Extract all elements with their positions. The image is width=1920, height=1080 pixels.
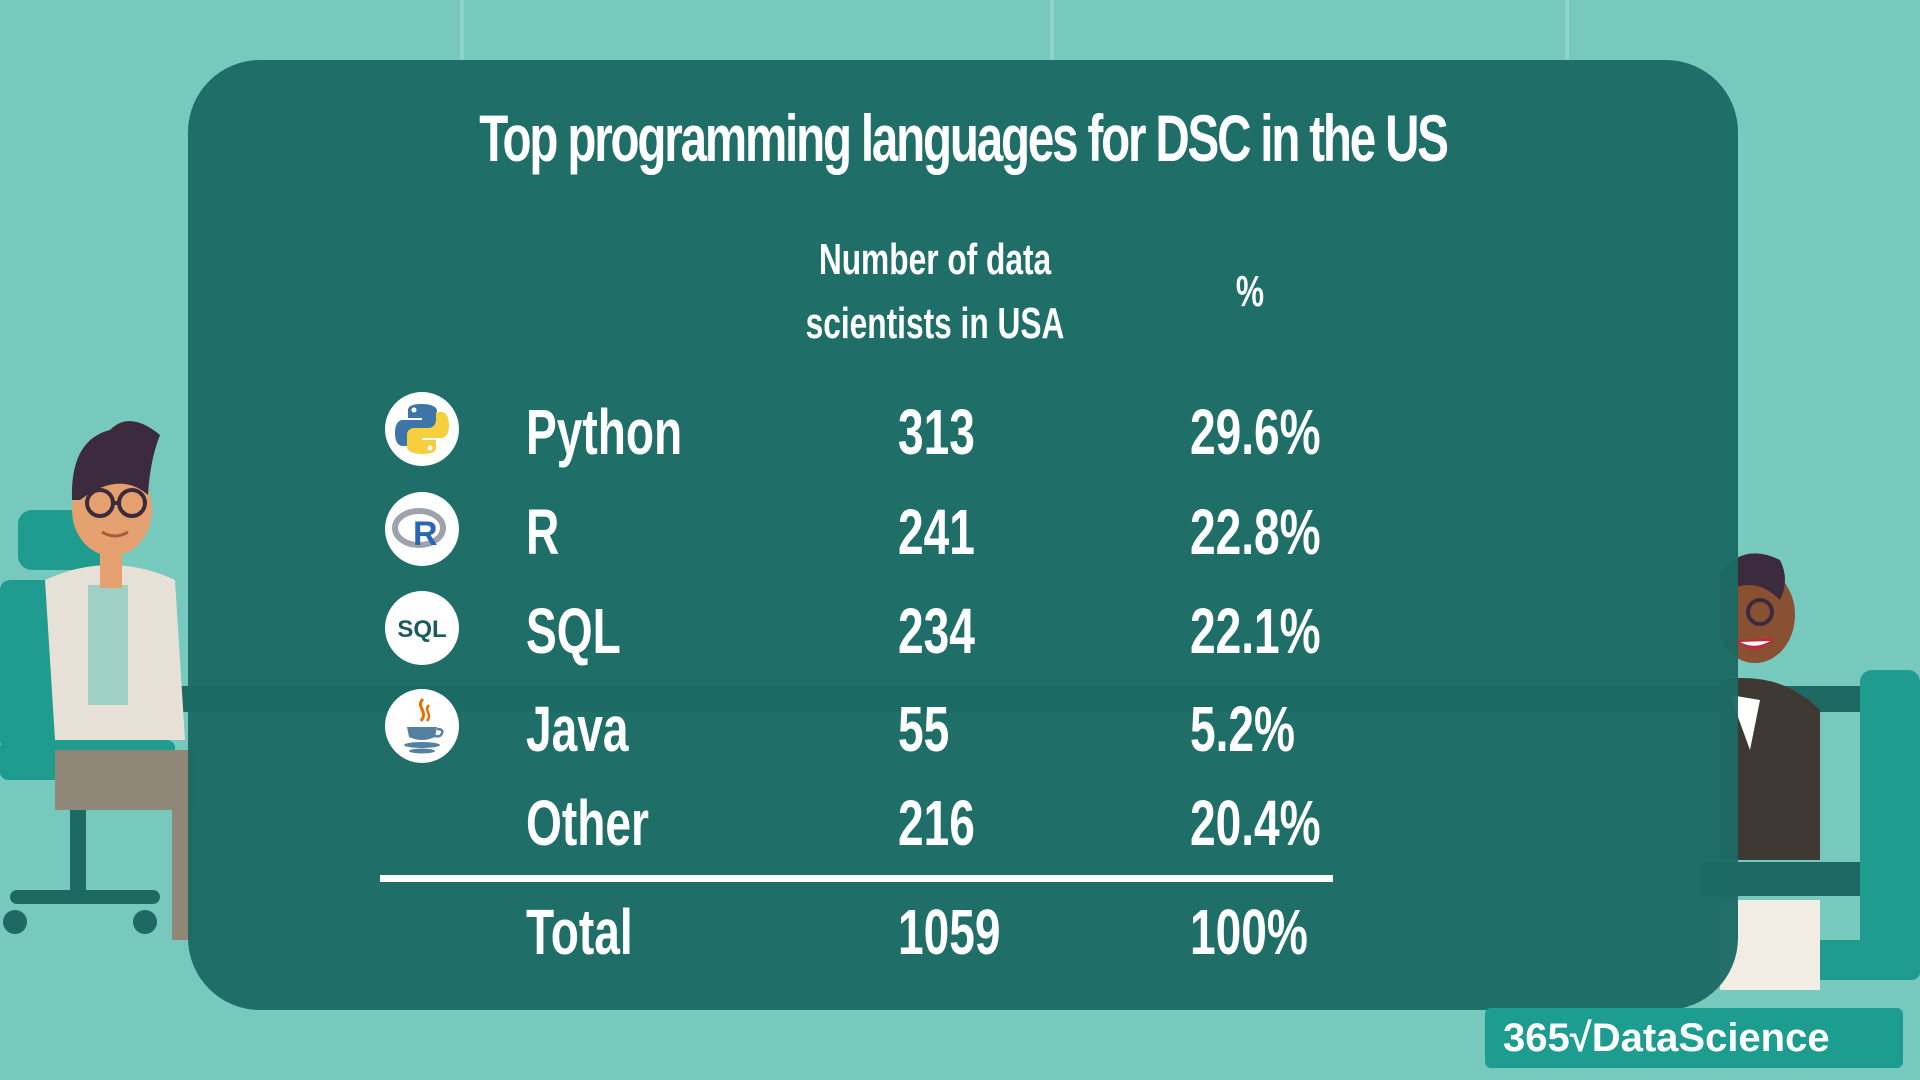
language-name: Java	[526, 693, 629, 765]
background-pillar	[1565, 0, 1569, 60]
total-divider	[380, 875, 1333, 882]
language-name: Other	[526, 787, 649, 859]
python-icon	[385, 392, 459, 466]
percent-value: 22.8%	[1190, 496, 1321, 568]
background-pillar	[460, 0, 464, 60]
language-name: SQL	[526, 595, 621, 667]
count-value: 241	[898, 496, 975, 568]
count-value: 234	[898, 595, 975, 667]
percent-value: 20.4%	[1190, 787, 1321, 859]
column-header-count: Number of data scientists in USA	[795, 228, 1076, 356]
woman-character-illustration	[1720, 553, 1920, 990]
count-value: 216	[898, 787, 975, 859]
percent-value: 5.2%	[1190, 693, 1296, 765]
total-percent: 100%	[1190, 896, 1308, 968]
svg-text:SQL: SQL	[397, 616, 446, 643]
svg-text:R: R	[413, 515, 438, 553]
percent-value: 22.1%	[1190, 595, 1321, 667]
language-name: Python	[526, 396, 683, 468]
page-title: Top programming languages for DSC in the…	[479, 101, 1449, 175]
language-name: R	[526, 496, 560, 568]
background-pillar	[1050, 0, 1054, 60]
percent-value: 29.6%	[1190, 396, 1321, 468]
man-character-illustration	[0, 421, 195, 940]
total-label: Total	[526, 896, 633, 968]
column-header-percent: %	[1235, 267, 1265, 316]
column-header-count-line2: scientists in USA	[805, 299, 1065, 348]
java-icon	[385, 689, 459, 763]
brand-logo-text: 365√DataScience	[1503, 1016, 1830, 1060]
brand-logo: 365√DataScience	[1485, 1008, 1903, 1068]
total-count: 1059	[898, 896, 1001, 968]
count-value: 313	[898, 396, 975, 468]
r-icon: R	[385, 492, 459, 566]
sql-icon: SQL	[385, 591, 459, 665]
count-value: 55	[898, 693, 950, 765]
column-header-count-line1: Number of data	[818, 235, 1052, 284]
